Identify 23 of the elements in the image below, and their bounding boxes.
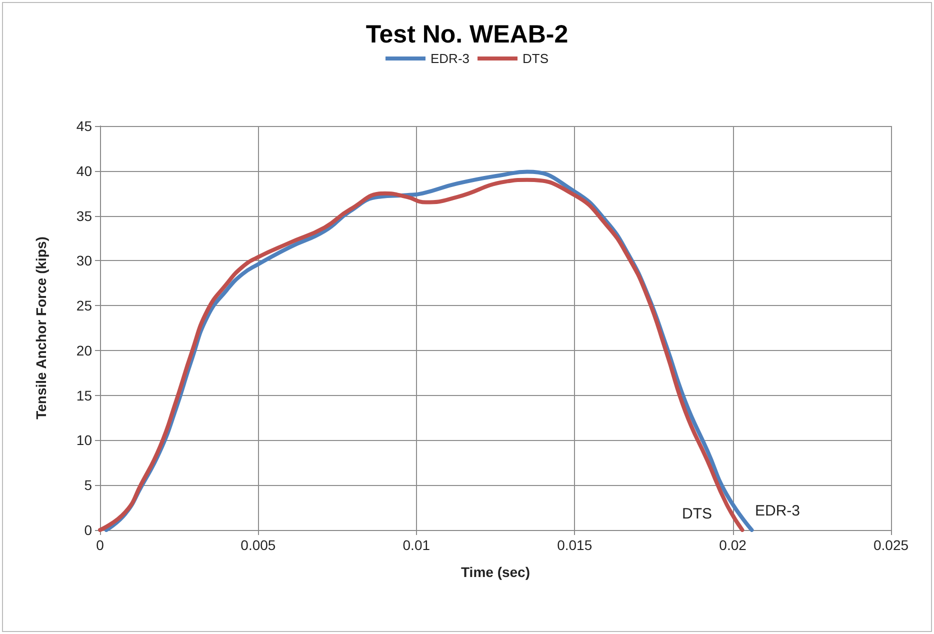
x-tick-label: 0.025: [873, 537, 909, 553]
y-tick-label: 45: [76, 118, 92, 134]
y-tick-label: 10: [76, 432, 92, 448]
x-tick-label: 0.005: [240, 537, 276, 553]
x-tick-label: 0.02: [719, 537, 747, 553]
x-tick-label: 0.015: [557, 537, 592, 553]
x-tick-label: 0.01: [402, 537, 430, 553]
y-axis-title: Tensile Anchor Force (kips): [33, 236, 49, 420]
annotation: EDR-3: [755, 502, 800, 520]
y-tick-label: 0: [84, 522, 92, 538]
y-tick-label: 15: [76, 387, 92, 404]
chart-title: Test No. WEAB-2: [366, 20, 568, 48]
y-tick-label: 30: [76, 252, 92, 269]
x-tick-label: 0: [96, 537, 104, 553]
y-tick-label: 35: [76, 208, 92, 224]
legend-label: DTS: [522, 51, 549, 66]
y-tick-label: 40: [76, 162, 92, 179]
y-tick-label: 20: [76, 342, 92, 358]
x-axis-title: Time (sec): [461, 564, 530, 580]
legend-label: EDR-3: [430, 51, 470, 66]
annotation: DTS: [682, 506, 712, 522]
y-tick-label: 25: [76, 298, 92, 314]
y-tick-label: 5: [84, 477, 92, 494]
